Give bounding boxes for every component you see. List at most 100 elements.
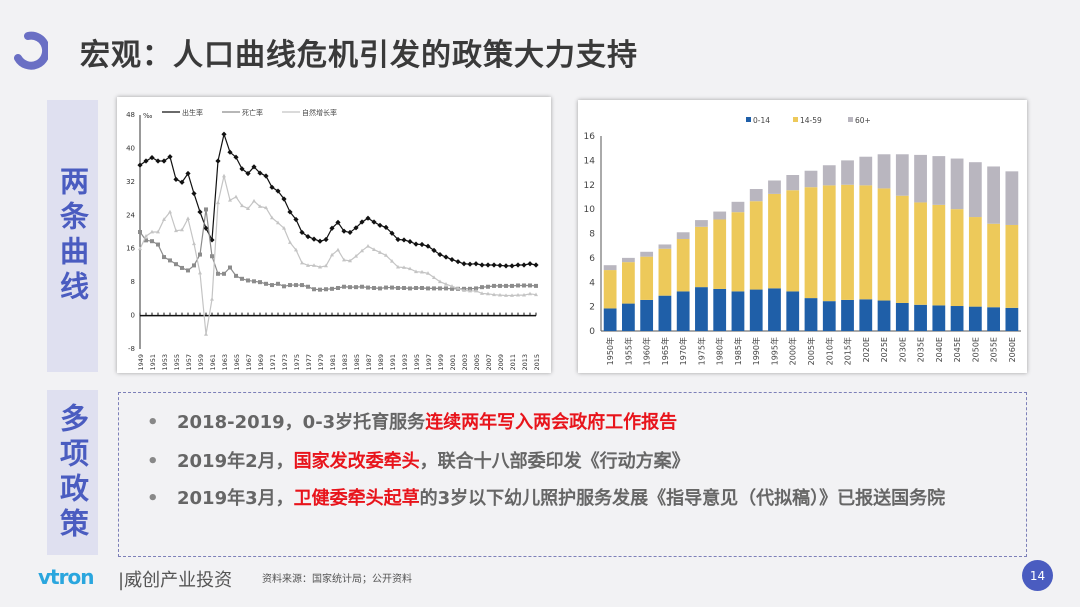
data-point <box>192 263 196 268</box>
data-point <box>323 236 329 243</box>
data-point <box>396 264 400 269</box>
data-point <box>168 258 172 263</box>
x-tick-label: 2011 <box>509 354 517 371</box>
data-point <box>426 271 430 275</box>
data-point <box>509 263 515 269</box>
bar-14-59 <box>1005 224 1019 308</box>
x-tick-label: 2005年 <box>806 337 816 365</box>
data-point <box>467 261 473 267</box>
company-name: |威创产业投资 <box>118 570 233 591</box>
y-tick-label: 4 <box>589 278 595 288</box>
bar-60+ <box>768 180 781 194</box>
bar-60+ <box>695 220 708 227</box>
bar-14-59 <box>676 238 690 292</box>
data-point <box>360 248 364 253</box>
data-point <box>204 332 208 336</box>
data-point <box>401 237 407 243</box>
bar-14-59 <box>841 184 854 300</box>
data-point <box>480 285 484 290</box>
bar-14-59 <box>695 226 708 288</box>
data-point <box>515 262 521 268</box>
bar-0-14 <box>731 291 745 331</box>
data-point <box>216 271 220 276</box>
data-point <box>420 269 424 274</box>
bar-60+ <box>950 158 964 210</box>
data-point <box>432 286 436 291</box>
y-tick-label: 48 <box>126 111 135 119</box>
bar-60+ <box>859 156 873 186</box>
x-tick-label: 1977 <box>305 354 313 371</box>
data-point <box>144 238 148 243</box>
bar-14-59 <box>987 223 1000 308</box>
x-tick-label: 1983 <box>341 354 349 371</box>
x-tick-label: 1970年 <box>678 337 688 365</box>
bar-60+ <box>914 154 927 203</box>
y-tick-label: 0 <box>589 327 595 337</box>
data-point <box>276 220 280 225</box>
data-point <box>144 233 148 238</box>
bar-0-14 <box>968 306 982 331</box>
data-point <box>450 284 454 288</box>
data-point <box>138 246 142 251</box>
data-point <box>138 230 142 234</box>
x-tick-label: 1971 <box>269 354 277 371</box>
page-title: 宏观：人口曲线危机引发的政策大力支持 <box>80 38 638 73</box>
data-point <box>240 203 244 208</box>
bar-14-59 <box>622 262 635 304</box>
data-point <box>527 261 533 267</box>
data-point <box>300 283 304 288</box>
data-point <box>390 285 394 290</box>
data-point <box>413 241 419 247</box>
data-point <box>402 265 406 269</box>
data-point <box>534 292 538 297</box>
bullet-icon: • <box>147 488 159 509</box>
data-point <box>474 286 478 291</box>
series-line-出生率 <box>139 131 537 267</box>
data-point <box>419 241 425 248</box>
data-point <box>222 271 226 276</box>
x-tick-label: 1957 <box>185 354 193 371</box>
bar-60+ <box>749 189 763 202</box>
legend-label: 14-59 <box>800 116 822 125</box>
x-tick-label: 1975年 <box>696 337 706 365</box>
data-point <box>197 209 203 215</box>
data-point <box>203 225 209 231</box>
bullet-icon: • <box>147 412 159 433</box>
bar-14-59 <box>749 201 763 290</box>
data-point <box>456 286 460 290</box>
bar-0-14 <box>676 291 690 331</box>
bar-14-59 <box>640 256 654 300</box>
x-tick-label: 2040E <box>935 337 944 362</box>
bar-0-14 <box>914 304 927 331</box>
data-point <box>503 263 509 269</box>
data-point <box>276 281 280 286</box>
bar-14-59 <box>603 270 617 309</box>
x-tick-label: 2013 <box>521 354 529 371</box>
x-tick-label: 1967 <box>245 354 253 371</box>
y-tick-label: 16 <box>126 245 135 253</box>
data-point <box>384 253 388 257</box>
policy-text: 2019年3月， <box>177 488 294 509</box>
x-tick-label: 1980年 <box>715 337 725 365</box>
data-point <box>329 225 335 231</box>
data-point <box>252 279 256 284</box>
y-tick-label: 6 <box>589 254 595 264</box>
x-tick-label: 2025E <box>880 337 889 362</box>
bar-14-59 <box>950 209 964 307</box>
bar-14-59 <box>822 185 836 302</box>
x-tick-label: 2015 <box>533 354 541 371</box>
data-point <box>378 286 382 291</box>
data-point <box>383 224 389 231</box>
data-point <box>378 250 382 254</box>
data-point <box>366 285 370 290</box>
data-point <box>474 288 478 293</box>
birth-death-rate-chart: -8 0 8 16 24 32 40 48 ‰ 1949 1951 1953 1955 1957 1959 1… <box>117 97 551 373</box>
y-tick-label: 24 <box>126 211 135 219</box>
data-point <box>306 263 310 267</box>
bar-60+ <box>895 154 909 196</box>
data-point <box>180 227 184 232</box>
bar-0-14 <box>895 302 909 331</box>
data-point <box>449 256 455 263</box>
bar-0-14 <box>1005 307 1019 331</box>
legend-swatch <box>793 117 798 122</box>
